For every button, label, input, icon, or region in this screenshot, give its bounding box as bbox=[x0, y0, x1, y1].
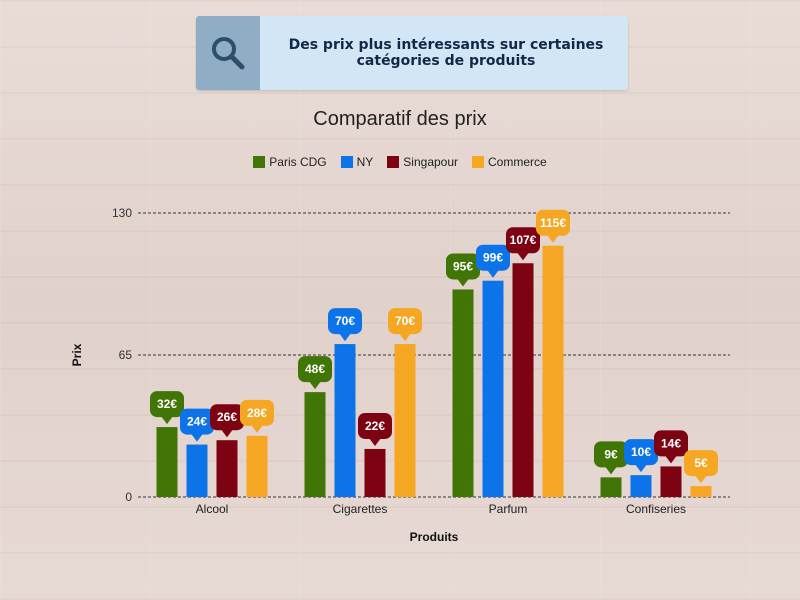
legend-item[interactable]: NY bbox=[340, 155, 374, 169]
data-label-bubble bbox=[298, 356, 332, 383]
x-axis-title: Produits bbox=[410, 530, 459, 544]
data-label: 95€ bbox=[453, 259, 473, 273]
data-label-pointer bbox=[487, 269, 499, 278]
y-axis-title: Prix bbox=[70, 343, 84, 366]
y-tick-label: 0 bbox=[125, 490, 132, 504]
bar bbox=[334, 344, 356, 497]
search-icon bbox=[212, 37, 245, 70]
banner: Des prix plus intéressants sur certaines… bbox=[196, 16, 628, 90]
data-label-pointer bbox=[221, 429, 233, 438]
data-label-pointer bbox=[635, 464, 647, 473]
x-tick-label: Confiseries bbox=[626, 502, 686, 516]
data-label-bubble bbox=[654, 430, 688, 457]
data-label: 107€ bbox=[510, 233, 537, 247]
data-label-bubble bbox=[150, 391, 184, 418]
x-tick-label: Parfum bbox=[489, 502, 528, 516]
legend-label: Commerce bbox=[488, 155, 547, 169]
data-label-pointer bbox=[457, 278, 469, 287]
legend-item[interactable]: Singapour bbox=[387, 155, 458, 169]
data-label-pointer bbox=[517, 252, 529, 261]
data-label-pointer bbox=[191, 433, 203, 442]
data-label-bubble bbox=[684, 450, 718, 477]
legend-swatch bbox=[253, 156, 266, 168]
data-label-bubble bbox=[358, 412, 392, 439]
bar bbox=[452, 289, 474, 497]
data-label: 10€ bbox=[631, 445, 651, 459]
legend-item[interactable]: Paris CDG bbox=[253, 155, 327, 169]
data-label: 115€ bbox=[540, 216, 566, 230]
legend-swatch bbox=[340, 156, 353, 168]
bar bbox=[630, 475, 652, 497]
bar bbox=[246, 435, 268, 497]
bar bbox=[690, 486, 712, 497]
data-label-bubble bbox=[180, 408, 214, 435]
banner-text: Des prix plus intéressants sur certaines… bbox=[288, 37, 604, 69]
data-label-bubble bbox=[594, 441, 628, 468]
data-label: 32€ bbox=[157, 397, 177, 411]
data-label-pointer bbox=[695, 475, 707, 484]
bar bbox=[186, 444, 208, 497]
data-label: 28€ bbox=[247, 406, 267, 420]
data-label-bubble bbox=[388, 308, 422, 335]
data-label-pointer bbox=[161, 416, 173, 425]
data-label: 14€ bbox=[661, 436, 681, 450]
legend-swatch bbox=[472, 156, 485, 168]
bar bbox=[304, 392, 326, 497]
data-label-bubble bbox=[536, 209, 570, 236]
data-label-bubble bbox=[210, 404, 244, 431]
data-label-bubble bbox=[624, 439, 658, 466]
y-tick-label: 130 bbox=[112, 206, 132, 220]
data-label-pointer bbox=[605, 466, 617, 475]
bar bbox=[512, 263, 534, 497]
data-label: 22€ bbox=[365, 419, 385, 433]
legend: Paris CDG NY Singapour Commerce bbox=[0, 155, 800, 169]
data-label: 24€ bbox=[187, 415, 207, 429]
legend-label: NY bbox=[356, 155, 374, 169]
data-label-pointer bbox=[547, 234, 559, 243]
bar bbox=[364, 448, 386, 497]
bar bbox=[660, 466, 682, 497]
data-label: 99€ bbox=[483, 251, 503, 265]
data-label-pointer bbox=[369, 437, 381, 446]
data-label: 5€ bbox=[694, 456, 708, 470]
legend-swatch bbox=[387, 156, 400, 168]
legend-label: Singapour bbox=[403, 155, 459, 169]
bar bbox=[216, 440, 238, 497]
data-label-bubble bbox=[446, 253, 480, 280]
data-label-bubble bbox=[476, 244, 510, 271]
data-label-bubble bbox=[240, 399, 274, 426]
data-label-pointer bbox=[309, 381, 321, 390]
data-label-pointer bbox=[665, 455, 677, 464]
data-label-pointer bbox=[339, 333, 351, 342]
legend-item[interactable]: Commerce bbox=[472, 155, 547, 169]
data-label: 26€ bbox=[217, 410, 237, 424]
bar bbox=[394, 344, 416, 497]
x-tick-label: Alcool bbox=[196, 502, 229, 516]
legend-label: Paris CDG bbox=[269, 155, 327, 169]
chart-title: Comparatif des prix bbox=[313, 108, 487, 130]
data-label: 70€ bbox=[395, 314, 415, 328]
y-tick-label: 65 bbox=[119, 348, 133, 362]
data-label-pointer bbox=[251, 424, 263, 433]
data-label-bubble bbox=[506, 227, 540, 254]
bar bbox=[156, 427, 178, 497]
banner-icon-box bbox=[196, 16, 260, 90]
bar bbox=[482, 280, 504, 497]
data-label-bubble bbox=[328, 308, 362, 335]
x-tick-label: Cigarettes bbox=[333, 502, 388, 516]
data-label: 70€ bbox=[335, 314, 355, 328]
bar bbox=[542, 245, 564, 497]
data-label-pointer bbox=[399, 333, 411, 342]
data-label: 48€ bbox=[305, 362, 325, 376]
bar bbox=[600, 477, 622, 497]
data-label: 9€ bbox=[604, 447, 618, 461]
